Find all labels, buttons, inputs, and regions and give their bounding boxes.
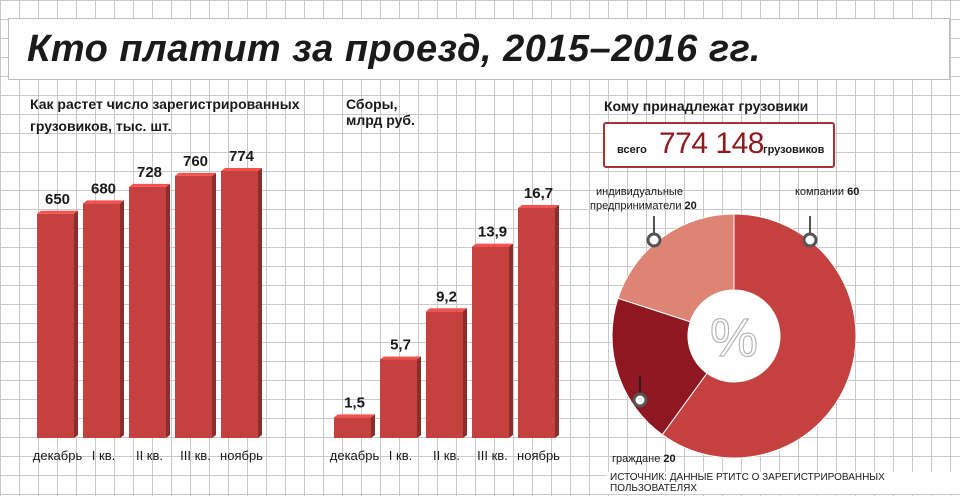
chart1-category-label: ноябрь xyxy=(220,448,263,463)
chart1-value-label: 774 xyxy=(229,148,255,165)
chart2-bar xyxy=(426,308,467,438)
chart2-bar xyxy=(518,205,559,438)
chart2-category-label: ноябрь xyxy=(517,448,560,463)
pie-title: Кому принадлежат грузовики xyxy=(604,98,809,114)
chart2-title-line1: Сборы, xyxy=(346,96,398,112)
chart2-value-label: 13,9 xyxy=(478,224,507,241)
chart2-category-label: III кв. xyxy=(477,448,508,463)
chart1-bar xyxy=(37,210,78,438)
chart1-value-label: 728 xyxy=(137,164,162,181)
chart2-value-label: 1,5 xyxy=(344,394,365,411)
chart1-category-label: декабрь xyxy=(33,448,83,463)
chart1-category-label: II кв. xyxy=(136,448,163,463)
pie-callout-marker xyxy=(632,392,648,408)
total-suffix: грузовиков xyxy=(763,144,825,156)
chart2-category-label: декабрь xyxy=(330,448,380,463)
chart2-title-line2: млрд руб. xyxy=(346,112,415,128)
pie-label-citizens: граждане 20 xyxy=(612,453,676,465)
chart1-bar xyxy=(175,172,216,438)
chart1-category-label: III кв. xyxy=(180,448,211,463)
title-box: Кто платит за проезд, 2015–2016 гг. xyxy=(8,18,950,80)
chart1-value-label: 760 xyxy=(183,153,208,170)
chart2-value-label: 16,7 xyxy=(524,185,553,202)
chart2-value-label: 9,2 xyxy=(436,288,457,305)
pie-callout-marker xyxy=(646,232,662,248)
total-prefix: всего xyxy=(617,144,647,156)
page-title: Кто платит за проезд, 2015–2016 гг. xyxy=(27,28,761,70)
pie-label-entrepreneurs-line1: индивидуальные xyxy=(596,186,683,198)
total-value: 774 148 xyxy=(659,127,764,160)
chart1-bar xyxy=(129,183,170,438)
chart2-bar xyxy=(472,243,513,438)
chart1-bar xyxy=(83,200,124,438)
chart1-title-line2: грузовиков, тыс. шт. xyxy=(30,118,172,134)
percent-symbol: % xyxy=(710,308,758,368)
chart1-value-label: 650 xyxy=(45,191,70,208)
source-note: ИСТОЧНИК: ДАННЫЕ РТИТС О ЗАРЕГИСТРИРОВАН… xyxy=(606,472,960,494)
chart1-category-label: I кв. xyxy=(92,448,115,463)
pie-center-hole xyxy=(688,290,780,382)
chart2-bar xyxy=(380,356,421,438)
chart1-value-label: 680 xyxy=(91,180,116,197)
chart2-category-label: II кв. xyxy=(433,448,460,463)
chart2-value-label: 5,7 xyxy=(390,336,411,353)
chart2-category-label: I кв. xyxy=(389,448,412,463)
chart2-bar xyxy=(334,414,375,438)
pie-label-entrepreneurs-line2: предприниматели 20 xyxy=(590,200,697,212)
pie-label-companies: компании 60 xyxy=(795,186,859,198)
total-trucks-box: всего 774 148 грузовиков xyxy=(603,122,835,168)
chart1-title-line1: Как растет число зарегистрированных xyxy=(30,96,300,112)
pie-callout-marker xyxy=(802,232,818,248)
chart1-bar xyxy=(221,168,262,438)
